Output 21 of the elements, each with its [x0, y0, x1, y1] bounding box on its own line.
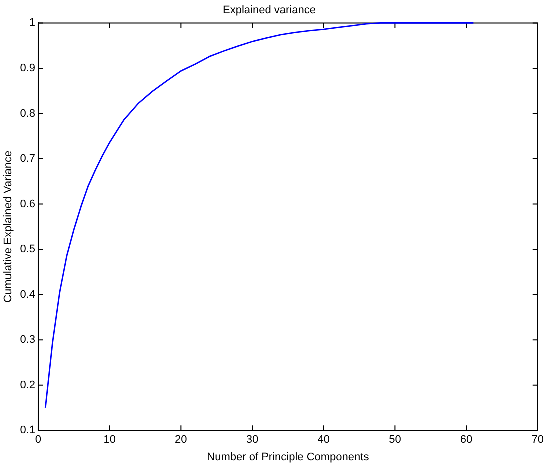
y-tick-label: 0.7	[20, 153, 36, 166]
x-tick-label: 60	[460, 434, 473, 446]
y-tick-label: 0.9	[20, 62, 36, 74]
x-tick-label: 50	[389, 434, 402, 446]
y-tick-label: 0.8	[20, 108, 36, 120]
chart-title: Explained variance	[223, 4, 316, 17]
x-axis-title: Number of Principle Components	[207, 451, 370, 464]
y-tick-label: 0.6	[20, 198, 36, 210]
x-tick-label: 0	[35, 434, 42, 446]
x-tick-label: 10	[104, 434, 116, 446]
y-tick-label: 0.4	[20, 288, 36, 301]
y-tick-label: 0.1	[20, 424, 36, 437]
y-tick-label: 1	[29, 17, 36, 30]
x-tick-label: 70	[532, 434, 544, 446]
x-tick-label: 40	[318, 434, 330, 446]
y-tick-label: 0.2	[20, 379, 36, 392]
x-tick-label: 20	[175, 434, 188, 446]
y-axis-title: Cumulative Explained Variance	[2, 150, 15, 303]
y-tick-label: 0.3	[20, 334, 36, 346]
x-tick-label: 30	[246, 434, 259, 446]
y-tick-label: 0.5	[20, 244, 36, 256]
